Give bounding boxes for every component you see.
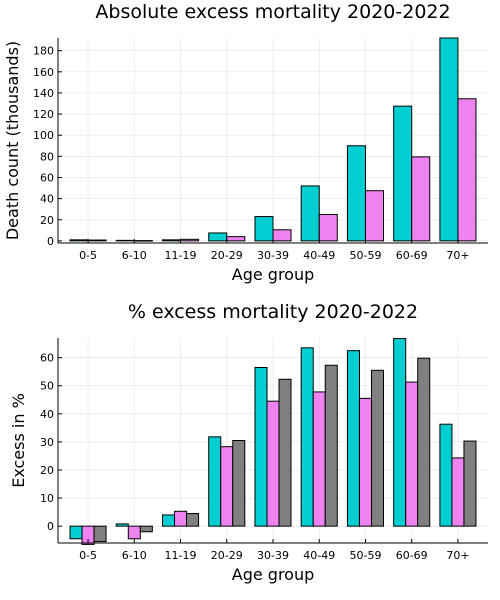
x-tick-label-6-10: 6-10 — [122, 249, 147, 262]
bar-series-2-60-69 — [411, 156, 431, 242]
chart-title: % excess mortality 2020-2022 — [128, 301, 418, 323]
bar-series-3-0-5 — [93, 525, 107, 543]
bar-series-1-6-10 — [115, 239, 135, 242]
x-tick-label-20-29: 20-29 — [211, 549, 243, 562]
bar-series-2-30-39 — [266, 400, 280, 527]
bar-series-2-60-69 — [405, 381, 419, 527]
bar-series-2-40-49 — [318, 213, 338, 242]
bar-series-1-60-69 — [393, 338, 407, 527]
y-tick-label: 40 — [40, 193, 54, 206]
y-tick-label: 60 — [40, 171, 54, 184]
bar-series-2-6-10 — [127, 525, 141, 540]
bar-series-3-30-39 — [278, 378, 292, 527]
x-tick-label-70+: 70+ — [446, 249, 469, 262]
y-tick-label: 20 — [40, 214, 54, 227]
y-tick-label: 0 — [47, 520, 54, 533]
x-tick-label-30-39: 30-39 — [257, 249, 289, 262]
bar-series-1-70+ — [439, 37, 459, 242]
chart-panel-2: 0 10 20 30 40 50 60 0-5 6-10 11-19 20-29 30-39 40-49… — [9, 301, 488, 584]
bar-series-1-20-29 — [208, 232, 228, 242]
x-tick-label-30-39: 30-39 — [257, 549, 289, 562]
bar-series-1-50-59 — [346, 145, 366, 242]
bar-series-2-50-59 — [364, 190, 385, 242]
bar-series-1-20-29 — [208, 436, 222, 527]
y-tick-label: 180 — [33, 45, 54, 58]
x-tick-label-11-19: 11-19 — [165, 549, 197, 562]
bar-series-1-11-19 — [161, 239, 182, 242]
bar-series-2-70+ — [451, 457, 465, 527]
y-tick-label: 60 — [40, 352, 54, 365]
y-tick-label: 50 — [40, 380, 54, 393]
bar-series-2-70+ — [457, 98, 477, 242]
x-tick-label-11-19: 11-19 — [165, 249, 197, 262]
bar-series-1-30-39 — [254, 216, 274, 242]
x-tick-label-60-69: 60-69 — [396, 249, 428, 262]
x-tick-label-70+: 70+ — [446, 549, 469, 562]
y-tick-label: 160 — [33, 66, 54, 79]
bar-series-1-40-49 — [300, 347, 314, 527]
bar-series-1-50-59 — [346, 350, 360, 527]
bar-series-3-11-19 — [186, 513, 200, 527]
chart-title: Absolute excess mortality 2020-2022 — [95, 1, 450, 23]
bar-series-3-60-69 — [417, 357, 431, 527]
chart-panel-1: 0 20 40 60 80 100 120 140 160 180 0-5 6-10 11-19 20-2… — [3, 1, 488, 284]
bar-series-2-50-59 — [358, 397, 372, 527]
x-tick-label-0-5: 0-5 — [79, 249, 97, 262]
y-tick-label: 0 — [47, 235, 54, 248]
x-tick-label-50-59: 50-59 — [349, 249, 381, 262]
bar-series-2-11-19 — [174, 510, 188, 527]
bar-series-2-30-39 — [272, 229, 292, 242]
bar-series-2-20-29 — [226, 236, 246, 242]
x-tick-label-60-69: 60-69 — [396, 549, 428, 562]
y-tick-label: 140 — [33, 87, 54, 100]
bar-series-3-40-49 — [324, 364, 338, 527]
y-tick-label: 100 — [33, 129, 54, 142]
y-tick-label: 20 — [40, 464, 54, 477]
y-tick-label: 30 — [40, 436, 54, 449]
bar-series-1-70+ — [439, 423, 453, 527]
x-tick-label-40-49: 40-49 — [303, 549, 335, 562]
x-tick-label-50-59: 50-59 — [349, 549, 381, 562]
y-tick-label: 10 — [40, 492, 54, 505]
bar-series-1-11-19 — [161, 514, 176, 527]
bar-series-2-20-29 — [220, 446, 234, 527]
y-axis-label: Death count (thousands) — [3, 41, 22, 240]
bar-series-3-50-59 — [370, 369, 385, 527]
bar-series-3-20-29 — [232, 440, 246, 527]
bar-series-1-60-69 — [393, 105, 413, 242]
x-tick-label-0-5: 0-5 — [79, 549, 97, 562]
bar-series-1-30-39 — [254, 366, 268, 527]
bar-series-2-6-10 — [133, 240, 153, 242]
bar-series-1-40-49 — [300, 185, 320, 242]
y-tick-label: 120 — [33, 108, 54, 121]
bar-series-1-6-10 — [115, 523, 129, 527]
x-tick-label-20-29: 20-29 — [211, 249, 243, 262]
y-tick-label: 80 — [40, 150, 54, 163]
bar-series-1-0-5 — [69, 239, 89, 242]
bar-series-3-70+ — [463, 440, 477, 527]
y-axis-label: Excess in % — [9, 393, 28, 488]
bar-series-2-11-19 — [180, 238, 200, 242]
bar-series-2-0-5 — [87, 239, 107, 242]
x-tick-label-6-10: 6-10 — [122, 549, 147, 562]
bar-series-2-40-49 — [312, 391, 326, 527]
x-axis-label: Age group — [232, 565, 315, 584]
bar-series-1-0-5 — [69, 525, 83, 540]
bar-series-3-6-10 — [139, 525, 153, 533]
x-tick-label-40-49: 40-49 — [303, 249, 335, 262]
y-tick-label: 40 — [40, 408, 54, 421]
x-axis-label: Age group — [232, 265, 315, 284]
